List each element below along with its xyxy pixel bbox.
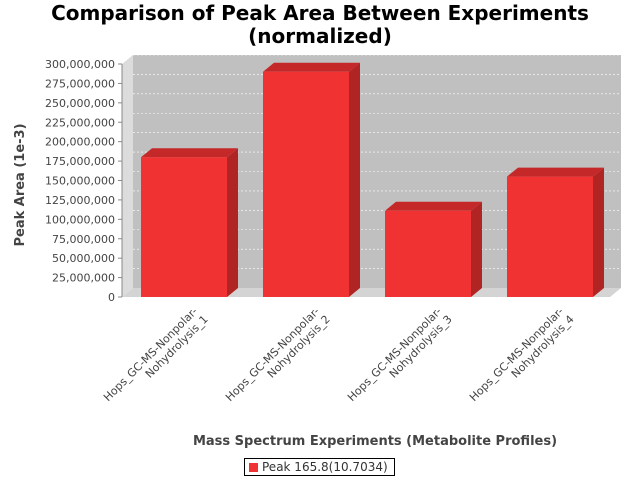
chart-title-line-1: Comparison of Peak Area Between Experime… xyxy=(51,1,589,25)
y-tick-label: 200,000,000 xyxy=(45,136,115,149)
y-tick-label: 150,000,000 xyxy=(45,175,115,188)
bar-side xyxy=(471,201,482,297)
x-axis-label: Mass Spectrum Experiments (Metabolite Pr… xyxy=(193,434,557,449)
bar-top xyxy=(507,167,604,177)
bar xyxy=(141,148,238,297)
bar-front xyxy=(141,157,227,297)
y-tick-label: 0 xyxy=(108,291,115,304)
chart-title-line-2: (normalized) xyxy=(248,24,392,48)
y-tick-label: 250,000,000 xyxy=(45,97,115,110)
y-tick-label: 25,000,000 xyxy=(52,272,115,285)
legend-label: Peak 165.8(10.7034) xyxy=(262,460,388,474)
x-tick-label-line: Hops_GC-MS-Nonpolar- xyxy=(223,305,322,404)
y-tick-label: 75,000,000 xyxy=(52,233,115,246)
y-tick-label: 125,000,000 xyxy=(45,194,115,207)
x-tick-label-line: Hops_GC-MS-Nonpolar- xyxy=(345,305,444,404)
bar-top xyxy=(263,62,360,72)
y-axis: 0 25,000,000 50,000,000 75,000,000 100,000,0… xyxy=(45,58,123,304)
left-wall xyxy=(122,55,133,297)
legend-swatch xyxy=(249,462,258,472)
bar-side xyxy=(349,62,360,298)
bar xyxy=(507,167,604,297)
bar xyxy=(263,62,360,298)
y-tick-label: 100,000,000 xyxy=(45,213,115,226)
floor xyxy=(122,288,621,297)
x-tick-label: Hops_GC-MS-Nonpolar-Nohydrolysis_1 xyxy=(101,304,211,414)
bar-front xyxy=(385,210,471,297)
x-axis: Hops_GC-MS-Nonpolar-Nohydrolysis_1 Hops_G… xyxy=(101,304,577,414)
x-tick-label-line: Hops_GC-MS-Nonpolar- xyxy=(467,305,566,404)
bar-front xyxy=(507,176,593,297)
bar-side xyxy=(593,167,604,297)
y-tick-label: 275,000,000 xyxy=(45,77,115,90)
x-tick-label: Hops_GC-MS-Nonpolar-Nohydrolysis_3 xyxy=(345,304,455,414)
legend: Peak 165.8(10.7034) xyxy=(244,458,395,476)
y-tick-label: 225,000,000 xyxy=(45,116,115,129)
y-axis-label: Peak Area (1e-3) xyxy=(13,123,28,246)
bar-top xyxy=(141,148,238,158)
x-tick-label: Hops_GC-MS-Nonpolar-Nohydrolysis_2 xyxy=(223,304,333,414)
bar-side xyxy=(227,148,238,297)
bar xyxy=(385,201,482,297)
bars xyxy=(141,62,604,298)
x-tick-label-line: Hops_GC-MS-Nonpolar- xyxy=(101,305,200,404)
bar-front xyxy=(263,71,349,298)
y-tick-label: 175,000,000 xyxy=(45,155,115,168)
x-tick-label: Hops_GC-MS-Nonpolar-Nohydrolysis_4 xyxy=(467,304,577,414)
chart-title: Comparison of Peak Area Between Experime… xyxy=(0,2,640,48)
bar-top xyxy=(385,201,482,211)
y-tick-label: 50,000,000 xyxy=(52,252,115,265)
y-tick-label: 300,000,000 xyxy=(45,58,115,71)
